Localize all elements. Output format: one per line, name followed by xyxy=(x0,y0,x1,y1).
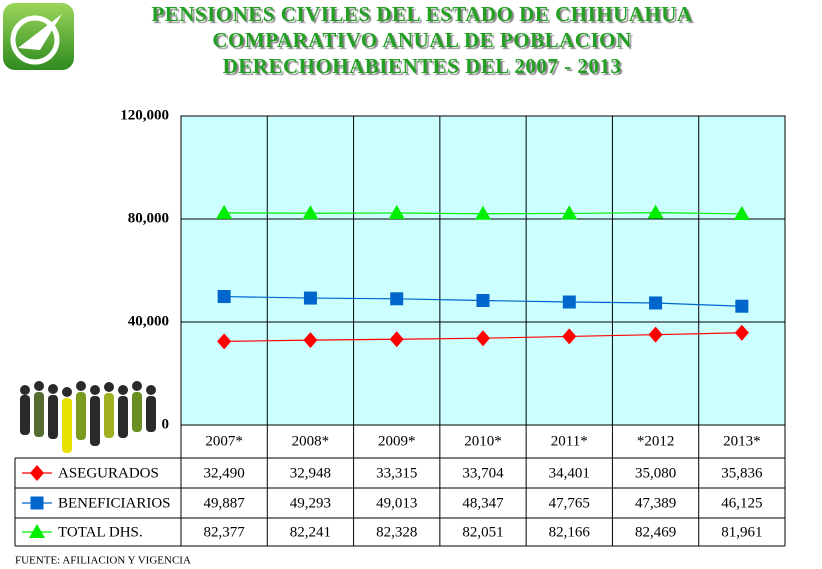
point xyxy=(476,294,490,308)
crowd-illustration xyxy=(20,381,156,453)
point xyxy=(648,326,663,343)
x-tick-label: *2012 xyxy=(637,433,675,449)
x-tick-label: 2010* xyxy=(464,433,502,449)
y-tick-label: 120,000 xyxy=(120,107,169,123)
point xyxy=(303,332,318,349)
point xyxy=(562,328,577,345)
x-tick-label: 2007* xyxy=(205,433,243,449)
x-tick-label: 2011* xyxy=(551,433,588,449)
table-value: 82,051 xyxy=(462,524,503,540)
table-value: 34,401 xyxy=(549,465,590,481)
table-value: 82,166 xyxy=(549,524,591,540)
point xyxy=(390,292,404,306)
point xyxy=(217,333,232,350)
y-tick-label: 0 xyxy=(162,416,170,432)
table-value: 35,836 xyxy=(721,465,763,481)
point xyxy=(735,299,749,313)
table-value: 33,315 xyxy=(376,465,417,481)
point xyxy=(303,291,317,305)
point xyxy=(733,205,750,220)
plot-area xyxy=(181,116,785,425)
y-tick-label: 80,000 xyxy=(128,210,169,226)
point xyxy=(216,204,233,219)
point xyxy=(734,324,749,341)
table-value: 81,961 xyxy=(721,524,762,540)
point xyxy=(647,204,664,219)
point xyxy=(217,290,231,304)
point xyxy=(388,205,405,220)
table-value: 49,293 xyxy=(290,495,331,511)
table-value: 82,469 xyxy=(635,524,676,540)
y-tick-label: 40,000 xyxy=(128,313,169,329)
point xyxy=(561,205,578,220)
chart-title: DERECHOHABIENTES DEL 2007 - 2013 xyxy=(223,54,622,78)
chart-title: PENSIONES CIVILES DEL ESTADO DE CHIHUAHU… xyxy=(151,2,692,26)
table-value: 49,887 xyxy=(204,495,246,511)
legend-marker xyxy=(30,465,44,481)
table-value: 82,328 xyxy=(376,524,417,540)
table-value: 82,377 xyxy=(204,524,246,540)
point xyxy=(476,330,490,347)
legend-label: BENEFICIARIOS xyxy=(58,495,171,511)
table-value: 33,704 xyxy=(462,465,504,481)
point xyxy=(562,295,576,309)
logo xyxy=(3,3,74,70)
table-value: 32,490 xyxy=(204,465,245,481)
table-value: 82,241 xyxy=(290,524,331,540)
legend-label: TOTAL DHS. xyxy=(58,524,143,540)
x-tick-label: 2008* xyxy=(292,433,330,449)
point xyxy=(389,331,404,348)
chart-title: COMPARATIVO ANUAL DE POBLACION xyxy=(212,28,631,52)
table-value: 47,389 xyxy=(635,495,676,511)
legend-marker xyxy=(30,496,44,510)
table-value: 48,347 xyxy=(462,495,504,511)
point xyxy=(302,205,319,220)
x-tick-label: 2009* xyxy=(378,433,416,449)
table-value: 49,013 xyxy=(376,495,417,511)
point xyxy=(475,205,491,220)
source-note: FUENTE: AFILIACION Y VIGENCIA xyxy=(15,555,191,567)
legend-label: ASEGURADOS xyxy=(58,465,159,481)
table-value: 35,080 xyxy=(635,465,676,481)
point xyxy=(649,296,663,310)
legend-marker xyxy=(29,524,45,538)
table-value: 32,948 xyxy=(290,465,331,481)
x-tick-label: 2013* xyxy=(723,433,761,449)
table-value: 47,765 xyxy=(549,495,590,511)
table-value: 46,125 xyxy=(721,495,762,511)
